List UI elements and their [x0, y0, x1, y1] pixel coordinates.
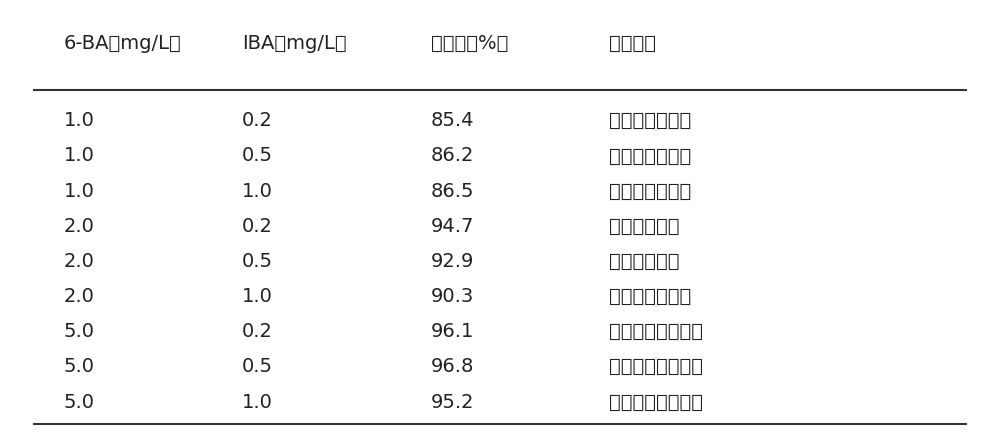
Text: 90.3: 90.3: [431, 287, 474, 306]
Text: 不定芽中量玻璃化: 不定芽中量玻璃化: [609, 392, 703, 412]
Text: 不定芽生长尚可: 不定芽生长尚可: [609, 182, 691, 201]
Text: 2.0: 2.0: [64, 252, 95, 271]
Text: 95.2: 95.2: [431, 392, 474, 412]
Text: 不定芽生长一般: 不定芽生长一般: [609, 111, 691, 130]
Text: 不定芽生长好: 不定芽生长好: [609, 217, 680, 236]
Text: 5.0: 5.0: [64, 322, 95, 341]
Text: 96.1: 96.1: [431, 322, 474, 341]
Text: 生长状态: 生长状态: [609, 34, 656, 53]
Text: 1.0: 1.0: [64, 111, 95, 130]
Text: 0.5: 0.5: [242, 146, 273, 166]
Text: 92.9: 92.9: [431, 252, 474, 271]
Text: 不定芽少量玻璃化: 不定芽少量玻璃化: [609, 322, 703, 341]
Text: 5.0: 5.0: [64, 392, 95, 412]
Text: 6-BA（mg/L）: 6-BA（mg/L）: [64, 34, 181, 53]
Text: 96.8: 96.8: [431, 357, 474, 376]
Text: 不定芽生长一般: 不定芽生长一般: [609, 287, 691, 306]
Text: 不定芽生长尚可: 不定芽生长尚可: [609, 146, 691, 166]
Text: 5.0: 5.0: [64, 357, 95, 376]
Text: 不定芽生长好: 不定芽生长好: [609, 252, 680, 271]
Text: 0.2: 0.2: [242, 217, 273, 236]
Text: 0.5: 0.5: [242, 252, 273, 271]
Text: 2.0: 2.0: [64, 287, 95, 306]
Text: 1.0: 1.0: [64, 146, 95, 166]
Text: 0.2: 0.2: [242, 322, 273, 341]
Text: 86.5: 86.5: [431, 182, 474, 201]
Text: 1.0: 1.0: [242, 287, 273, 306]
Text: 诱导率（%）: 诱导率（%）: [431, 34, 508, 53]
Text: 不定芽少量玻璃化: 不定芽少量玻璃化: [609, 357, 703, 376]
Text: 85.4: 85.4: [431, 111, 474, 130]
Text: 1.0: 1.0: [64, 182, 95, 201]
Text: 86.2: 86.2: [431, 146, 474, 166]
Text: 1.0: 1.0: [242, 392, 273, 412]
Text: 94.7: 94.7: [431, 217, 474, 236]
Text: 0.2: 0.2: [242, 111, 273, 130]
Text: 0.5: 0.5: [242, 357, 273, 376]
Text: 1.0: 1.0: [242, 182, 273, 201]
Text: 2.0: 2.0: [64, 217, 95, 236]
Text: IBA（mg/L）: IBA（mg/L）: [242, 34, 347, 53]
